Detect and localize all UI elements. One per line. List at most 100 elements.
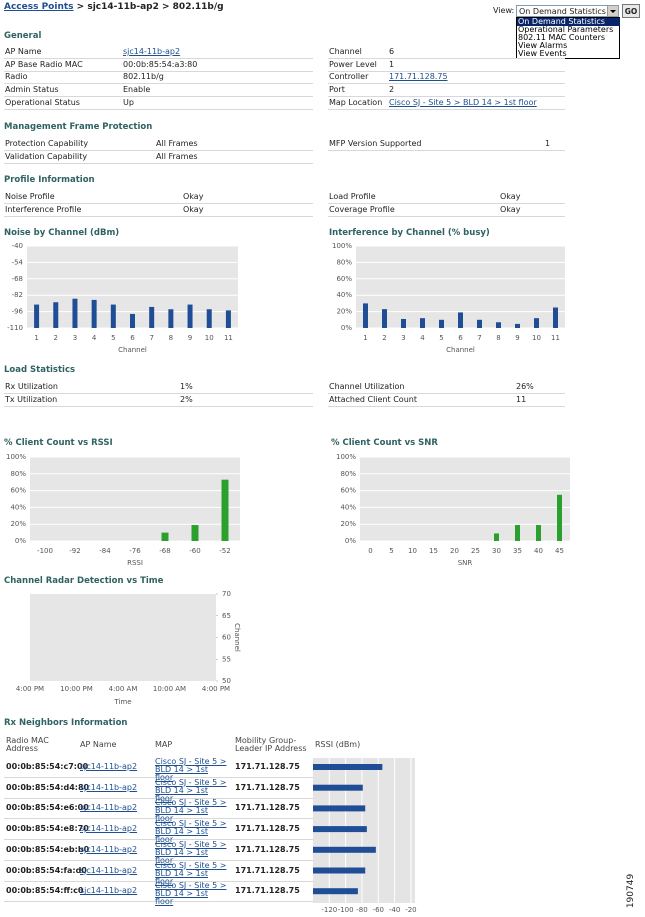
leader-ip: 171.71.128.75 [235,844,300,854]
y-tick-label: 70 [222,590,231,598]
map-link[interactable]: Cisco SJ - Site 5 > BLD 14 > 1st floor [155,881,227,907]
map-link[interactable]: Cisco SJ - Site 5 > BLD 14 > 1st floor [155,798,227,824]
row-line [4,881,313,903]
row-line [328,204,565,217]
ap-name[interactable]: sjc14-11b-ap2 [80,803,138,813]
ap-name[interactable]: sjc14-11b-ap2 [80,824,138,834]
x-tick-label: 4:00 PM [202,685,230,693]
y-tick-label: -82 [12,291,23,299]
figure-id: 190749 [626,873,637,909]
bar [515,525,520,541]
ap-name[interactable]: sjc14-11b-ap2 [80,762,138,771]
row-line [4,59,313,72]
map-link[interactable]: Cisco SJ - Site 5 > BLD 14 > 1st floor [155,777,227,803]
bar [53,302,59,328]
field-label: Map Location [329,97,383,107]
ap-name[interactable]: sjc14-11b-ap2 [80,865,138,875]
y-tick-label: -96 [12,308,24,316]
row-line [4,204,313,217]
select-arrow[interactable] [607,6,618,16]
plot-area [360,457,570,541]
map-link[interactable]: Cisco SJ - Site 5 > BLD 14 > 1st floor [155,819,227,845]
x-tick-label: 4 [420,334,425,342]
x-tick-label: 3 [401,334,405,342]
x-tick-label: 4 [92,334,97,342]
x-tick-label: 11 [551,334,560,342]
y-tick-label: 80% [336,258,352,266]
y-tick-label: 20% [340,520,356,528]
radio-mac: 00:0b:85:54:e6:00 [6,803,89,813]
view-option[interactable]: On Demand Statistics [517,18,620,26]
ap-name[interactable]: sjc14-11b-ap2 [80,844,138,854]
field-label: Tx Utilization [5,394,58,404]
y-tick-label: -40 [12,242,23,250]
ap-name[interactable]: sjc14-11b-ap2 [80,782,138,792]
view-option[interactable]: Operational Parameters [518,25,614,34]
view-select[interactable]: On Demand Statistics [516,5,619,17]
y-tick-label: -110 [7,324,23,332]
leader-ip: 171.71.128.75 [235,886,300,896]
x-tick-label: 5 [389,547,393,555]
y-tick-label: 55 [222,655,231,663]
x-tick-label: 25 [471,547,480,555]
map-link[interactable]: Cisco SJ - Site 5 > BLD 14 > 1st floor [155,860,227,886]
map-link[interactable]: Cisco SJ - Site 5 > BLD 14 > 1st floor [155,839,227,865]
view-label: View: [493,6,515,15]
leader-ip: 171.71.128.75 [235,824,300,834]
y2-axis-label: Channel [233,623,241,652]
x-tick-label: 45 [555,547,564,555]
y-tick-label: 100% [332,242,352,250]
x-tick-label: 1 [34,334,38,342]
bar [91,299,97,328]
y-tick-label: 20% [336,308,352,316]
row-line [4,757,313,778]
bar [206,309,212,328]
row-line [4,191,313,204]
field-label: Port [329,85,345,95]
map-link[interactable]: Cisco SJ - Site 5 > BLD 14 > 1st floor [155,757,227,782]
x-tick-label: 6 [130,334,135,342]
rssi-bar [313,784,363,791]
row-line [328,59,565,72]
go-button[interactable]: GO [622,4,640,18]
bar [187,304,193,328]
bar [34,304,40,328]
field-label: Admin Status [5,85,59,95]
field-label: MFP Version Supported [329,139,422,148]
row-line [328,381,565,394]
x-tick-label: 40 [534,547,543,555]
field-value: 2 [389,85,395,95]
field-value: Enable [123,85,151,95]
chart-title: Noise by Channel (dBm) [4,228,120,238]
field-value[interactable]: sjc14-11b-ap2 [123,47,181,56]
radio-mac: 00:0b:85:54:e8:70 [6,824,89,834]
row-line [4,46,313,59]
row-line [4,71,313,85]
field-label: Channel Utilization [329,382,405,391]
bar [534,318,539,328]
row-line [328,46,565,59]
y-tick-label: 60% [336,275,352,283]
x-tick-label: -120 [321,906,337,914]
x-tick-label: 7 [149,334,153,342]
bar [496,322,501,328]
field-label: Interference Profile [5,204,82,214]
field-label: Rx Utilization [5,382,58,391]
row-line [4,84,313,98]
ap-name[interactable]: sjc14-11b-ap2 [80,886,138,896]
field-label: Controller [329,72,369,82]
y-tick-label: 100% [6,453,26,461]
field-value: Okay [183,192,204,201]
row-line [4,861,313,882]
breadcrumb-link[interactable]: Access Points [4,2,74,12]
bar [72,298,78,328]
view-option[interactable]: View Events [518,49,567,58]
field-value[interactable]: 171.71.128.75 [389,72,448,82]
field-value: 00:0b:85:54:a3:80 [123,59,198,69]
view-option[interactable]: 802.11 MAC Counters [518,33,606,42]
y-tick-label: 0% [345,537,356,545]
view-option[interactable]: View Alarms [518,41,568,50]
bar [515,323,520,328]
y-tick-label: 80% [10,470,26,478]
field-value[interactable]: Cisco SJ - Site 5 > BLD 14 > 1st floor [389,97,537,107]
